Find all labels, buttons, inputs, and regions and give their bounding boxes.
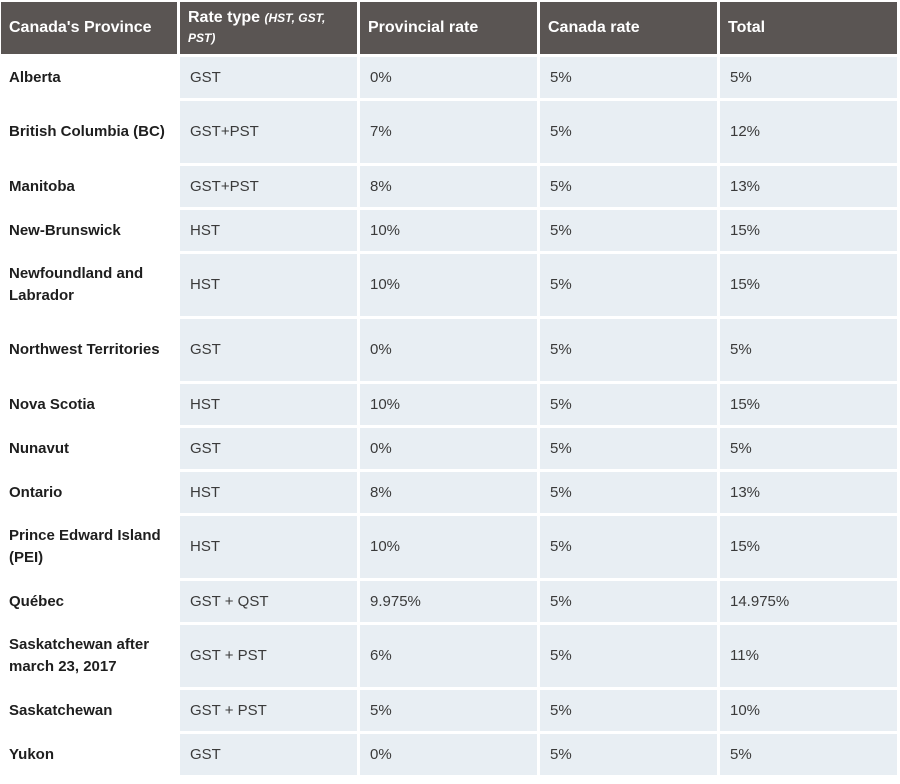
- total-cell: 13%: [720, 472, 897, 513]
- rate-type-cell: HST: [180, 210, 357, 251]
- provincial-rate-cell: 8%: [360, 472, 537, 513]
- table-row: Northwest Territories GST 0% 5% 5%: [1, 319, 897, 381]
- total-cell: 10%: [720, 690, 897, 731]
- table-row: Manitoba GST+PST 8% 5% 13%: [1, 166, 897, 207]
- rate-type-cell: GST: [180, 57, 357, 98]
- provincial-rate-cell: 8%: [360, 166, 537, 207]
- table-row: Québec GST + QST 9.975% 5% 14.975%: [1, 581, 897, 622]
- canada-rate-cell: 5%: [540, 516, 717, 578]
- header-canada-rate: Canada rate: [540, 2, 717, 54]
- rate-type-cell: GST: [180, 734, 357, 775]
- total-cell: 5%: [720, 428, 897, 469]
- rate-type-cell: GST+PST: [180, 166, 357, 207]
- table-row: Saskatchewan after march 23, 2017 GST + …: [1, 625, 897, 687]
- total-cell: 13%: [720, 166, 897, 207]
- rate-type-cell: HST: [180, 254, 357, 316]
- rate-type-cell: HST: [180, 384, 357, 425]
- table-row: New-Brunswick HST 10% 5% 15%: [1, 210, 897, 251]
- province-cell: Nova Scotia: [1, 384, 177, 425]
- province-cell: Saskatchewan: [1, 690, 177, 731]
- provincial-rate-cell: 0%: [360, 428, 537, 469]
- provincial-rate-cell: 0%: [360, 734, 537, 775]
- total-cell: 15%: [720, 210, 897, 251]
- header-rate-type: Rate type (HST, GST, PST): [180, 2, 357, 54]
- total-cell: 15%: [720, 254, 897, 316]
- header-row: Canada's Province Rate type (HST, GST, P…: [1, 2, 897, 54]
- canada-rate-cell: 5%: [540, 428, 717, 469]
- total-cell: 15%: [720, 516, 897, 578]
- province-cell: Prince Edward Island (PEI): [1, 516, 177, 578]
- provincial-rate-cell: 5%: [360, 690, 537, 731]
- header-total-label: Total: [728, 19, 766, 36]
- province-cell: Northwest Territories: [1, 319, 177, 381]
- canada-rate-cell: 5%: [540, 57, 717, 98]
- table-row: Newfoundland and Labrador HST 10% 5% 15%: [1, 254, 897, 316]
- table-row: Ontario HST 8% 5% 13%: [1, 472, 897, 513]
- rate-type-cell: HST: [180, 472, 357, 513]
- province-cell: Alberta: [1, 57, 177, 98]
- rate-type-cell: GST+PST: [180, 101, 357, 163]
- header-canada-rate-label: Canada rate: [548, 19, 640, 36]
- provincial-rate-cell: 10%: [360, 254, 537, 316]
- header-province: Canada's Province: [1, 2, 177, 54]
- header-total: Total: [720, 2, 897, 54]
- provincial-rate-cell: 10%: [360, 384, 537, 425]
- canada-rate-cell: 5%: [540, 581, 717, 622]
- canada-rate-cell: 5%: [540, 472, 717, 513]
- header-provincial-rate: Provincial rate: [360, 2, 537, 54]
- province-cell: Newfoundland and Labrador: [1, 254, 177, 316]
- header-rate-type-label: Rate type: [188, 9, 261, 26]
- header-province-label: Canada's Province: [9, 19, 152, 36]
- province-cell: Yukon: [1, 734, 177, 775]
- rate-type-cell: GST + QST: [180, 581, 357, 622]
- canada-rate-cell: 5%: [540, 210, 717, 251]
- provincial-rate-cell: 6%: [360, 625, 537, 687]
- table-row: Nunavut GST 0% 5% 5%: [1, 428, 897, 469]
- province-cell: Manitoba: [1, 166, 177, 207]
- provincial-rate-cell: 0%: [360, 57, 537, 98]
- rate-type-cell: HST: [180, 516, 357, 578]
- canada-rate-cell: 5%: [540, 166, 717, 207]
- canada-rate-cell: 5%: [540, 101, 717, 163]
- canada-rate-cell: 5%: [540, 384, 717, 425]
- table-row: British Columbia (BC) GST+PST 7% 5% 12%: [1, 101, 897, 163]
- provincial-rate-cell: 9.975%: [360, 581, 537, 622]
- total-cell: 11%: [720, 625, 897, 687]
- table-row: Nova Scotia HST 10% 5% 15%: [1, 384, 897, 425]
- canada-rate-cell: 5%: [540, 625, 717, 687]
- table-row: Alberta GST 0% 5% 5%: [1, 57, 897, 98]
- table-row: Saskatchewan GST + PST 5% 5% 10%: [1, 690, 897, 731]
- province-cell: British Columbia (BC): [1, 101, 177, 163]
- total-cell: 14.975%: [720, 581, 897, 622]
- header-provincial-rate-label: Provincial rate: [368, 19, 479, 36]
- provincial-rate-cell: 10%: [360, 210, 537, 251]
- province-cell: Saskatchewan after march 23, 2017: [1, 625, 177, 687]
- province-cell: Ontario: [1, 472, 177, 513]
- canada-rate-cell: 5%: [540, 254, 717, 316]
- provincial-rate-cell: 10%: [360, 516, 537, 578]
- canada-rate-cell: 5%: [540, 690, 717, 731]
- provincial-rate-cell: 7%: [360, 101, 537, 163]
- rate-type-cell: GST + PST: [180, 625, 357, 687]
- province-cell: New-Brunswick: [1, 210, 177, 251]
- rate-type-cell: GST + PST: [180, 690, 357, 731]
- total-cell: 5%: [720, 734, 897, 775]
- province-cell: Québec: [1, 581, 177, 622]
- rate-type-cell: GST: [180, 319, 357, 381]
- canada-rate-cell: 5%: [540, 319, 717, 381]
- province-cell: Nunavut: [1, 428, 177, 469]
- total-cell: 12%: [720, 101, 897, 163]
- canada-rate-cell: 5%: [540, 734, 717, 775]
- rate-type-cell: GST: [180, 428, 357, 469]
- total-cell: 5%: [720, 319, 897, 381]
- total-cell: 5%: [720, 57, 897, 98]
- provincial-rate-cell: 0%: [360, 319, 537, 381]
- total-cell: 15%: [720, 384, 897, 425]
- table-row: Prince Edward Island (PEI) HST 10% 5% 15…: [1, 516, 897, 578]
- table-row: Yukon GST 0% 5% 5%: [1, 734, 897, 775]
- header-rate-type-note: (HST, GST, PST): [188, 11, 326, 45]
